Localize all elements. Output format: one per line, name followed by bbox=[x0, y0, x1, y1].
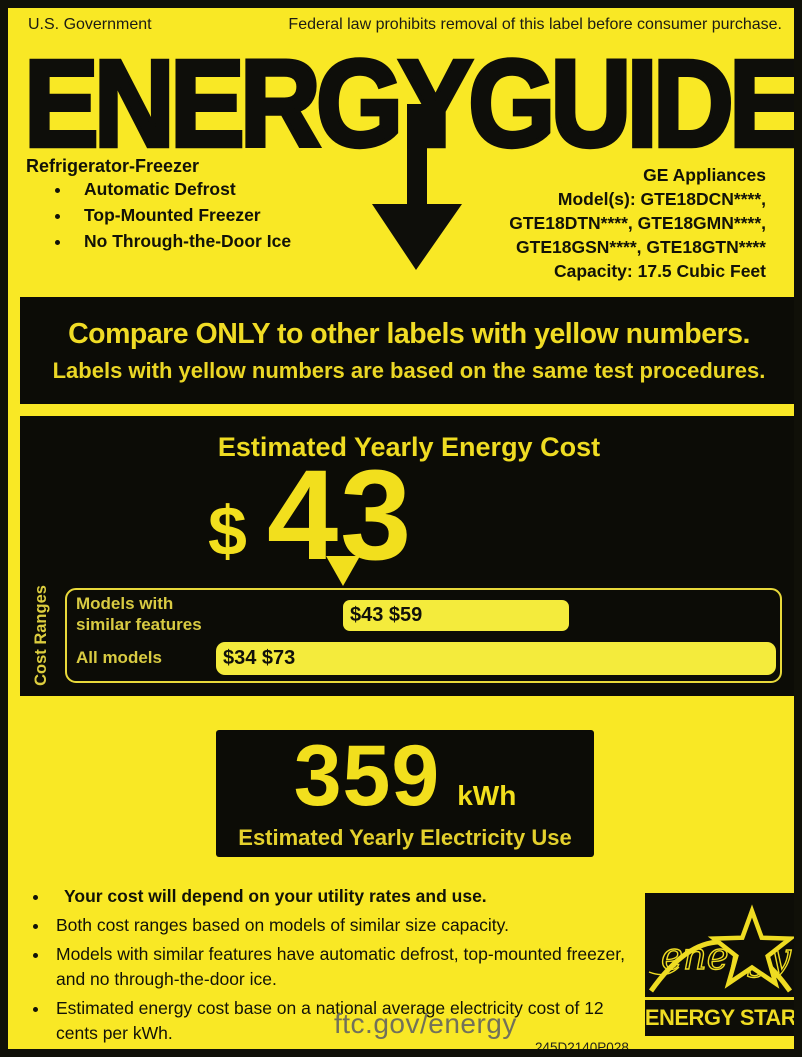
energy-star-star-icon bbox=[707, 904, 794, 989]
logo-guide-text: GUIDE bbox=[466, 34, 799, 173]
model-line: GTE18DTN****, GTE18GMN****, bbox=[509, 213, 766, 233]
footnote-list: Your cost will depend on your utility ra… bbox=[28, 884, 625, 1049]
footnote-item: Models with similar features have automa… bbox=[50, 942, 625, 992]
feature-item: Automatic Defrost bbox=[72, 180, 291, 199]
energyguide-logo: ENERGYGUIDE bbox=[22, 39, 794, 167]
ftc-url: ftc.gov/energy bbox=[334, 1008, 517, 1039]
yearly-cost-value: $ 43 bbox=[208, 452, 413, 580]
all-models-label: All models bbox=[76, 648, 162, 667]
cost-ranges-box bbox=[65, 588, 782, 683]
energy-star-wordmark: ENERGY STAR bbox=[645, 1005, 796, 1030]
currency-symbol: $ bbox=[208, 492, 247, 570]
capacity-line: Capacity: 17.5 Cubic Feet bbox=[553, 261, 766, 281]
electricity-use-value: 359 kWh bbox=[294, 733, 517, 819]
footnote-item: Your cost will depend on your utility ra… bbox=[50, 884, 625, 909]
kwh-unit: kWh bbox=[457, 779, 517, 811]
feature-item: No Through-the-Door Ice bbox=[72, 232, 291, 251]
logo-energy-text: ENERGY bbox=[22, 34, 475, 173]
cost-panel-title: Estimated Yearly Energy Cost bbox=[217, 432, 601, 462]
energy-star-divider bbox=[645, 997, 794, 1000]
part-number: 245D2140P028 bbox=[535, 1040, 629, 1055]
down-arrow-icon bbox=[372, 104, 462, 270]
yearly-cost-panel: Estimated Yearly Energy Cost $ 43 Cost R… bbox=[20, 416, 794, 696]
footnote-item: Both cost ranges based on models of simi… bbox=[50, 913, 625, 938]
cost-ranges-axis-label: Cost Ranges bbox=[31, 585, 50, 686]
brand-name: GE Appliances bbox=[643, 165, 766, 185]
model-line: GTE18GSN****, GTE18GTN**** bbox=[516, 237, 766, 257]
kwh-amount: 359 bbox=[293, 727, 441, 824]
us-government-text: U.S. Government bbox=[28, 16, 152, 33]
all-models-range-bar: $34 $73 bbox=[216, 642, 776, 675]
energy-star-logo: energy ENERGY STAR bbox=[645, 893, 796, 1036]
compare-headline: Compare ONLY to other labels with yellow… bbox=[68, 317, 750, 350]
footnote-item: Estimated energy cost base on a national… bbox=[50, 996, 625, 1046]
feature-item: Top-Mounted Freezer bbox=[72, 206, 291, 225]
energy-star-flourish bbox=[648, 966, 680, 976]
product-category: Refrigerator-Freezer bbox=[26, 156, 200, 176]
model-line: Model(s): GTE18DCN****, bbox=[557, 189, 766, 209]
electricity-use-panel: 359 kWh Estimated Yearly Electricity Use bbox=[216, 730, 594, 857]
feature-list: Automatic Defrost Top-Mounted Freezer No… bbox=[38, 180, 291, 258]
federal-law-notice: Federal law prohibits removal of this la… bbox=[288, 16, 782, 33]
compare-subline: Labels with yellow numbers are based on … bbox=[52, 357, 766, 383]
similar-models-range-bar: $43 $59 bbox=[343, 600, 569, 631]
electricity-use-caption: Estimated Yearly Electricity Use bbox=[238, 824, 572, 850]
similar-models-label: Models with similar features bbox=[76, 594, 202, 634]
compare-banner: Compare ONLY to other labels with yellow… bbox=[20, 297, 794, 404]
cost-pointer-triangle-icon bbox=[326, 556, 360, 586]
brand-model-block: GE Appliances Model(s): GTE18DCN****, GT… bbox=[509, 163, 766, 283]
